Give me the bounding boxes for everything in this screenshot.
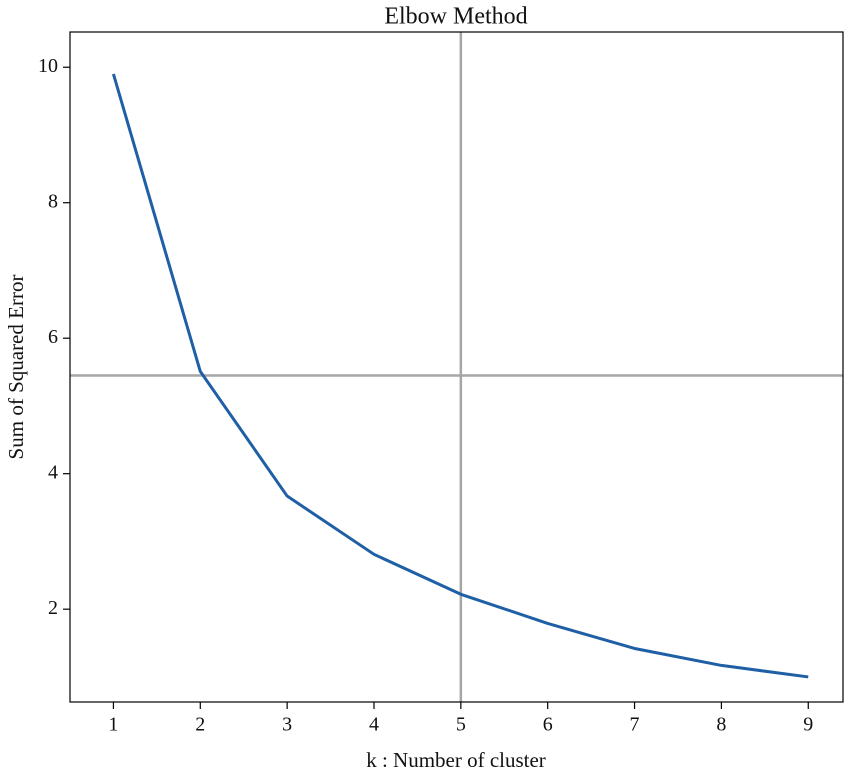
y-tick-label: 8 [48, 190, 58, 212]
plot-frame [69, 31, 844, 703]
x-tick-label: 7 [630, 714, 640, 736]
chart-title: Elbow Method [384, 4, 527, 30]
x-tick-label: 5 [456, 714, 466, 736]
y-tick-label: 4 [48, 461, 58, 483]
x-axis-label: k : Number of cluster [366, 748, 546, 772]
y-axis-label: Sum of Squared Error [4, 275, 28, 460]
x-tick-label: 4 [369, 714, 379, 736]
x-tick-label: 8 [716, 714, 726, 736]
x-tick-label: 1 [108, 714, 118, 736]
y-tick-label: 6 [48, 326, 58, 348]
x-tick-label: 3 [282, 714, 292, 736]
data-line [111, 73, 809, 679]
x-tick-label: 2 [195, 714, 205, 736]
y-tick-label: 2 [48, 597, 58, 619]
x-tick-label: 9 [803, 714, 813, 736]
x-tick-label: 6 [543, 714, 553, 736]
y-tick-label: 10 [38, 55, 58, 77]
